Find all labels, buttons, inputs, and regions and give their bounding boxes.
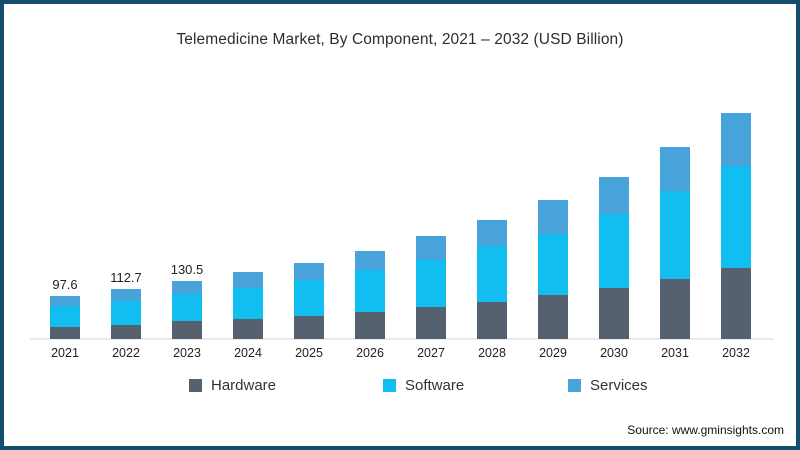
bar-value-label-2021: 97.6: [52, 276, 78, 292]
bar-2027: [416, 236, 446, 339]
bar-segment-software-2021: [50, 305, 80, 327]
services-swatch-icon: [568, 379, 581, 392]
bar-segment-hardware-2022: [111, 324, 141, 339]
bar-segment-software-2024: [233, 287, 263, 319]
bar-segment-hardware-2021: [50, 326, 80, 339]
x-axis-label-2022: 2022: [112, 346, 140, 360]
bar-segment-software-2030: [599, 214, 629, 289]
legend-label-services: Services: [590, 377, 648, 394]
legend: Hardware Software Services: [4, 377, 796, 399]
bar-segment-services-2024: [233, 272, 263, 288]
bar-2021: [50, 295, 80, 339]
bar-segment-software-2025: [294, 280, 324, 316]
bar-segment-software-2023: [172, 293, 202, 322]
bar-2031: [660, 147, 690, 339]
bar-2024: [233, 272, 263, 339]
bar-segment-hardware-2026: [355, 311, 385, 339]
bar-segment-services-2029: [538, 199, 568, 234]
bar-segment-hardware-2030: [599, 288, 629, 339]
x-axis-line: [30, 338, 774, 340]
bar-2029: [538, 199, 568, 339]
bar-segment-software-2029: [538, 233, 568, 296]
bar-segment-software-2032: [721, 165, 751, 268]
bar-segment-services-2027: [416, 236, 446, 261]
x-axis-label-2031: 2031: [661, 346, 689, 360]
x-axis-label-2032: 2032: [722, 346, 750, 360]
bar-segment-hardware-2024: [233, 318, 263, 339]
software-swatch-icon: [383, 379, 396, 392]
bar-segment-hardware-2029: [538, 295, 568, 339]
x-axis-label-2026: 2026: [356, 346, 384, 360]
bar-2030: [599, 176, 629, 339]
bar-segment-services-2031: [660, 147, 690, 191]
bar-segment-services-2023: [172, 281, 202, 294]
legend-item-hardware: Hardware: [189, 377, 276, 394]
x-axis-label-2023: 2023: [173, 346, 201, 360]
legend-item-services: Services: [568, 377, 648, 394]
bar-2023: [172, 281, 202, 339]
bar-segment-hardware-2028: [477, 301, 507, 339]
bar-2028: [477, 220, 507, 339]
bar-segment-services-2032: [721, 113, 751, 166]
hardware-swatch-icon: [189, 379, 202, 392]
x-axis-label-2029: 2029: [539, 346, 567, 360]
bar-segment-software-2028: [477, 246, 507, 302]
bar-segment-software-2031: [660, 190, 690, 280]
bar-segment-hardware-2027: [416, 307, 446, 339]
bar-segment-hardware-2025: [294, 315, 324, 339]
bar-2022: [111, 289, 141, 339]
bar-value-label-2022: 112.7: [110, 270, 142, 286]
bar-segment-hardware-2031: [660, 279, 690, 339]
bar-2032: [721, 113, 751, 339]
bar-chart: 97.6 2021 112.7 2022 130.5 2023 2024 2025 2026 20…: [4, 4, 796, 446]
bar-value-label-2023: 130.5: [170, 262, 204, 278]
bar-2025: [294, 262, 324, 339]
bar-segment-software-2022: [111, 300, 141, 325]
bar-segment-services-2025: [294, 262, 324, 281]
bar-segment-software-2027: [416, 260, 446, 308]
chart-title: Telemedicine Market, By Component, 2021 …: [176, 31, 624, 48]
legend-item-software: Software: [383, 377, 464, 394]
legend-label-software: Software: [405, 377, 465, 394]
legend-label-hardware: Hardware: [211, 377, 277, 394]
x-axis-label-2027: 2027: [417, 346, 445, 360]
x-axis-label-2030: 2030: [600, 346, 628, 360]
bar-segment-software-2026: [355, 270, 385, 312]
bar-segment-hardware-2032: [721, 267, 751, 339]
source-attribution: Source: www.gminsights.com: [627, 423, 784, 437]
bar-segment-services-2021: [50, 295, 80, 306]
x-axis-label-2028: 2028: [478, 346, 506, 360]
bar-segment-hardware-2023: [172, 321, 202, 339]
x-axis-label-2024: 2024: [234, 346, 262, 360]
bar-2026: [355, 250, 385, 339]
bar-segment-services-2026: [355, 250, 385, 271]
x-axis-label-2021: 2021: [51, 346, 79, 360]
bar-segment-services-2028: [477, 220, 507, 247]
bar-segment-services-2030: [599, 176, 629, 215]
x-axis-label-2025: 2025: [295, 346, 323, 360]
bar-segment-services-2022: [111, 289, 141, 301]
